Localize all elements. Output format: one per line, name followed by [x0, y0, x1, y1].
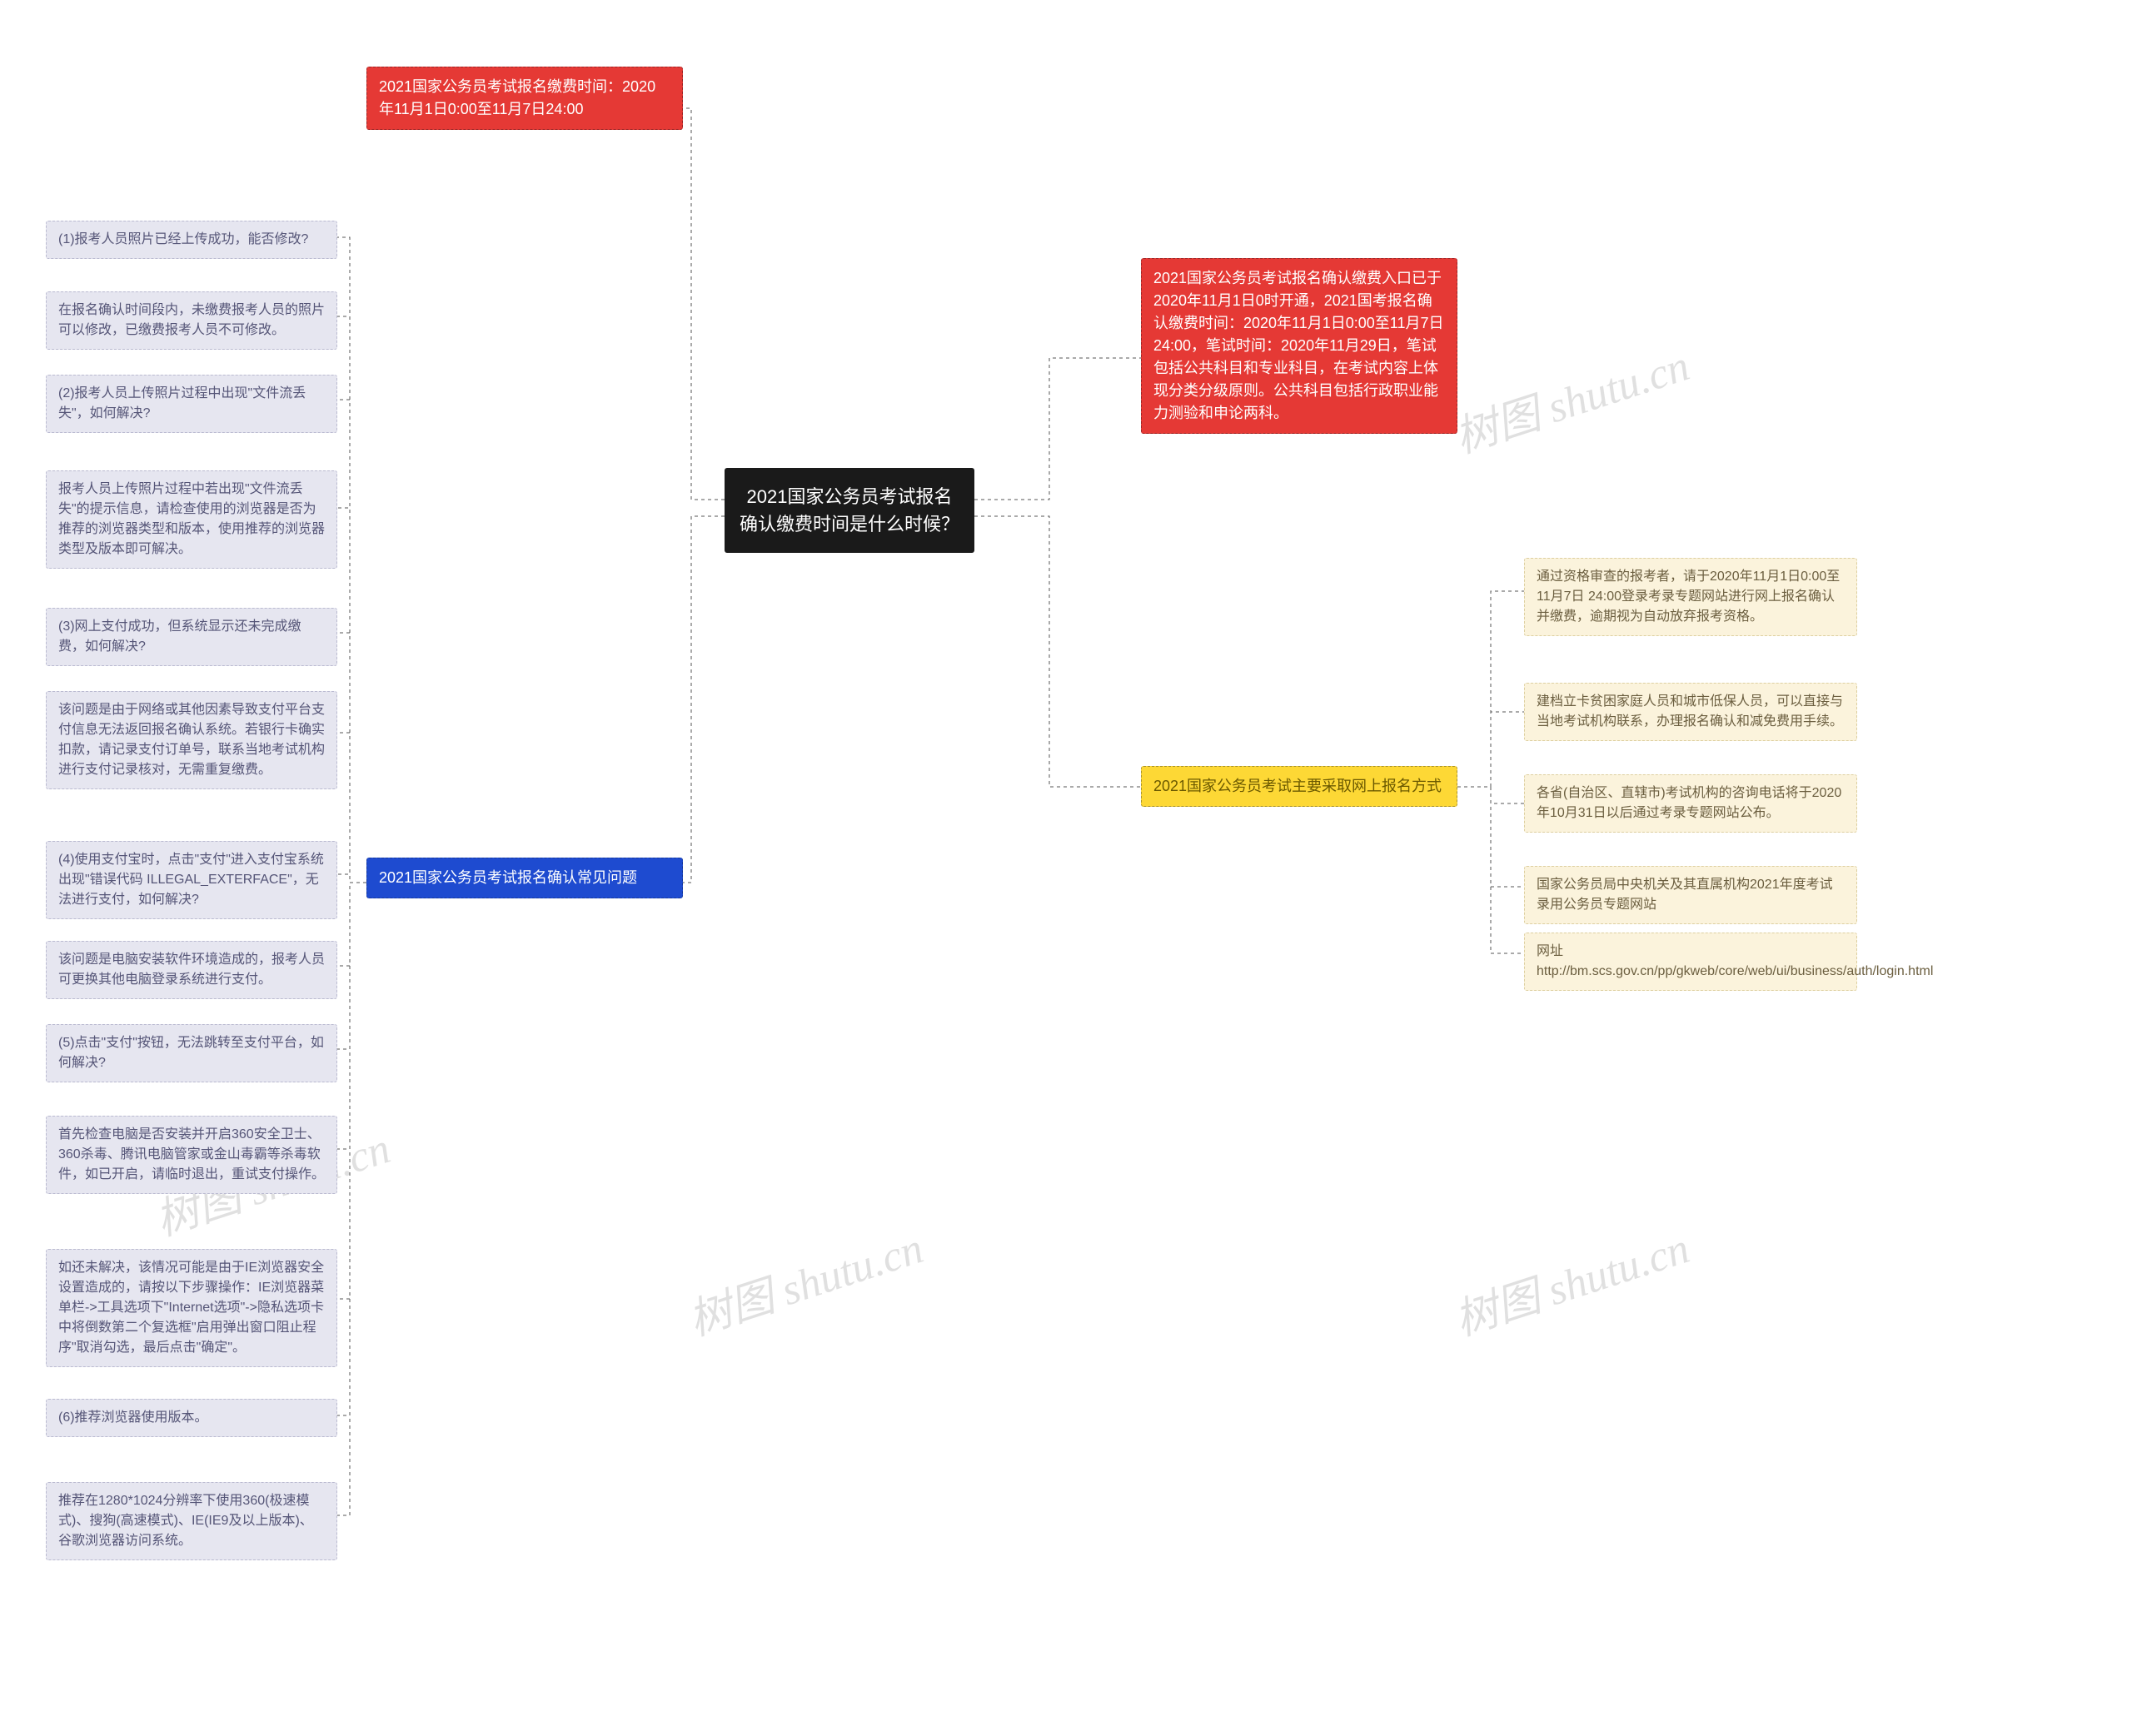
center-topic[interactable]: 2021国家公务员考试报名确认缴费时间是什么时候？ [725, 468, 974, 553]
left-leaf-1[interactable]: 在报名确认时间段内，未缴费报考人员的照片可以修改，已缴费报考人员不可修改。 [46, 291, 337, 350]
left-time-node[interactable]: 2021国家公务员考试报名缴费时间：2020年11月1日0:00至11月7日24… [366, 67, 683, 130]
right-summary-node[interactable]: 2021国家公务员考试报名确认缴费入口已于2020年11月1日0时开通，2021… [1141, 258, 1457, 434]
left-leaf-0[interactable]: (1)报考人员照片已经上传成功，能否修改? [46, 221, 337, 259]
right-leaf-1[interactable]: 建档立卡贫困家庭人员和城市低保人员，可以直接与当地考试机构联系，办理报名确认和减… [1524, 683, 1857, 741]
left-faq-node[interactable]: 2021国家公务员考试报名确认常见问题 [366, 858, 683, 898]
left-leaf-9[interactable]: 首先检查电脑是否安装并开启360安全卫士、360杀毒、腾讯电脑管家或金山毒霸等杀… [46, 1116, 337, 1194]
left-leaf-6[interactable]: (4)使用支付宝时，点击"支付"进入支付宝系统出现"错误代码 ILLEGAL_E… [46, 841, 337, 919]
right-method-node[interactable]: 2021国家公务员考试主要采取网上报名方式 [1141, 766, 1457, 807]
left-leaf-5[interactable]: 该问题是由于网络或其他因素导致支付平台支付信息无法返回报名确认系统。若银行卡确实… [46, 691, 337, 789]
watermark: 树图 shutu.cn [1446, 1213, 1696, 1347]
left-leaf-4[interactable]: (3)网上支付成功，但系统显示还未完成缴费，如何解决? [46, 608, 337, 666]
left-leaf-8[interactable]: (5)点击"支付"按钮，无法跳转至支付平台，如何解决? [46, 1024, 337, 1082]
left-leaf-10[interactable]: 如还未解决，该情况可能是由于IE浏览器安全设置造成的，请按以下步骤操作：IE浏览… [46, 1249, 337, 1367]
right-leaf-3[interactable]: 国家公务员局中央机关及其直属机构2021年度考试录用公务员专题网站 [1524, 866, 1857, 924]
left-leaf-7[interactable]: 该问题是电脑安装软件环境造成的，报考人员可更换其他电脑登录系统进行支付。 [46, 941, 337, 999]
right-leaf-0[interactable]: 通过资格审查的报考者，请于2020年11月1日0:00至11月7日 24:00登… [1524, 558, 1857, 636]
watermark: 树图 shutu.cn [680, 1213, 930, 1347]
left-leaf-11[interactable]: (6)推荐浏览器使用版本。 [46, 1399, 337, 1437]
left-leaf-2[interactable]: (2)报考人员上传照片过程中出现"文件流丢失"，如何解决? [46, 375, 337, 433]
watermark: 树图 shutu.cn [1446, 331, 1696, 465]
right-leaf-2[interactable]: 各省(自治区、直辖市)考试机构的咨询电话将于2020年10月31日以后通过考录专… [1524, 774, 1857, 833]
right-leaf-4[interactable]: 网址http://bm.scs.gov.cn/pp/gkweb/core/web… [1524, 933, 1857, 991]
left-leaf-3[interactable]: 报考人员上传照片过程中若出现"文件流丢失"的提示信息，请检查使用的浏览器是否为推… [46, 470, 337, 569]
left-leaf-12[interactable]: 推荐在1280*1024分辨率下使用360(极速模式)、搜狗(高速模式)、IE(… [46, 1482, 337, 1560]
